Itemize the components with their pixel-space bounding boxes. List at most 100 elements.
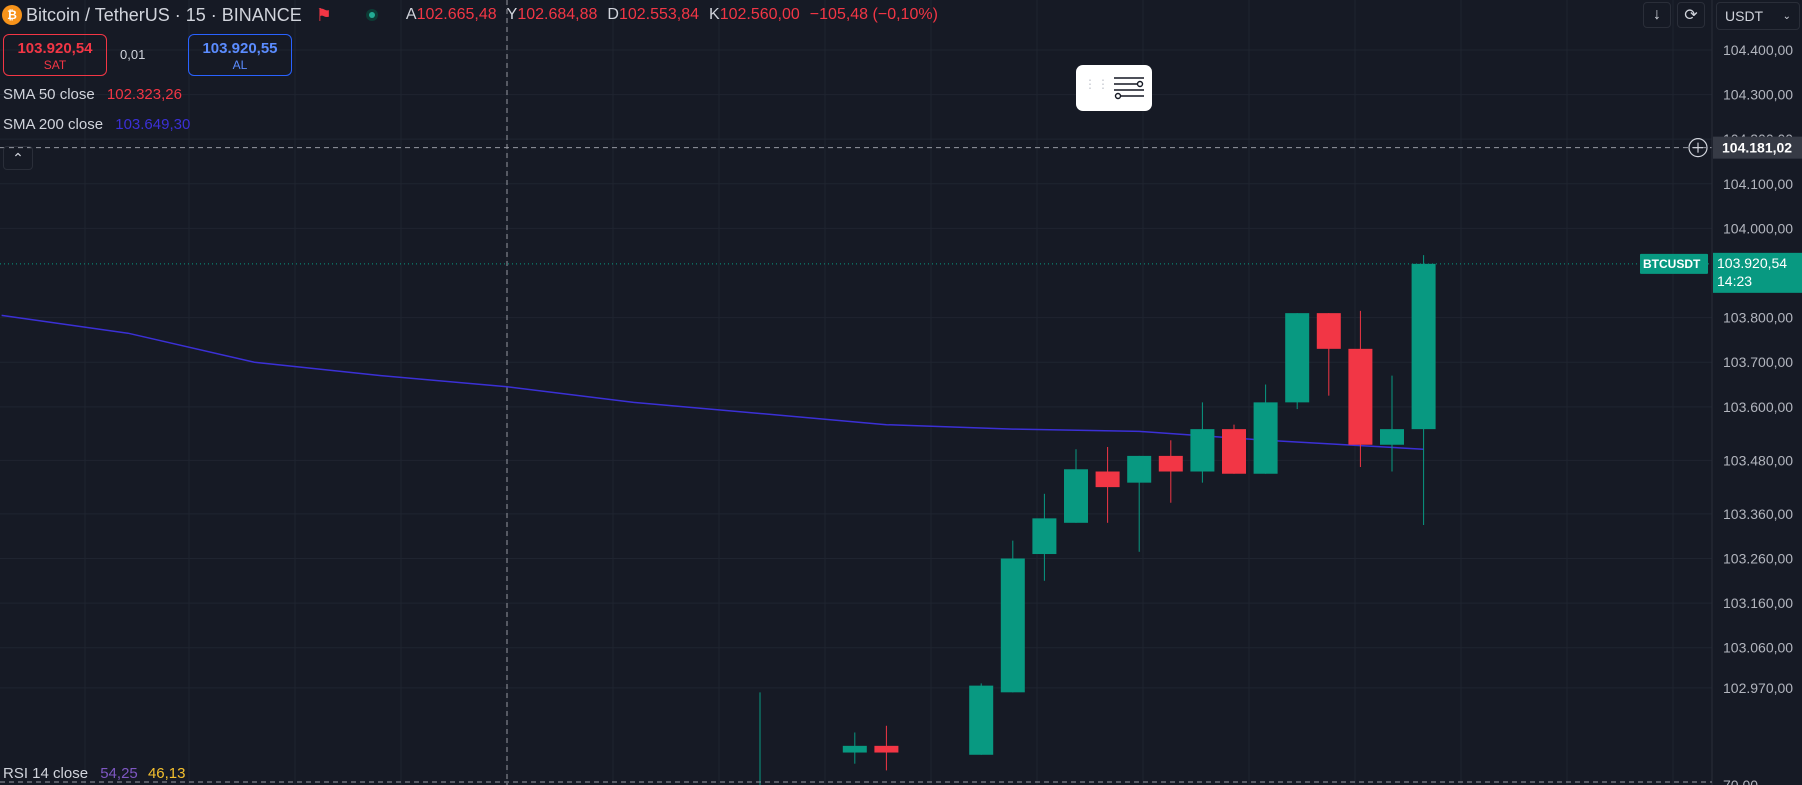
buy-label: AL [232, 58, 248, 72]
candle-body [1316, 313, 1341, 349]
candle-body [842, 745, 867, 753]
ohlc-values: A102.665,48 Y102.684,88 D102.553,84 K102… [396, 6, 938, 24]
add-alert-icon[interactable] [1688, 138, 1708, 158]
candle-body [1411, 263, 1436, 430]
ohlc-low: D102.553,84 [607, 6, 700, 23]
candle-body [1348, 348, 1373, 445]
arrow-down-icon: ↓ [1653, 6, 1661, 23]
sma50-name: SMA 50 close [3, 86, 95, 103]
candle[interactable] [1380, 375, 1404, 472]
price-scale-bg [1713, 0, 1802, 785]
candle[interactable] [748, 692, 772, 785]
candle[interactable] [842, 732, 867, 764]
sell-price: 103.920,54 [17, 40, 93, 57]
last-price-symbol: BTCUSDT [1643, 257, 1701, 271]
candle-body [1253, 402, 1278, 474]
price-tick-label: 104.000,00 [1723, 220, 1793, 236]
price-tick-label: 103.260,00 [1723, 550, 1793, 566]
symbol-title[interactable]: Bitcoin / TetherUS · 15 · BINANCE [26, 4, 302, 25]
rsi-value: 54,25 [100, 765, 138, 782]
sma200-name: SMA 200 close [3, 116, 104, 133]
spread-value: 0,01 [120, 47, 146, 62]
candle-body [1380, 429, 1404, 445]
sma200-line [1, 314, 1424, 450]
price-tick-label: 103.700,00 [1723, 354, 1793, 370]
bitcoin-icon: ₿ [2, 5, 22, 25]
last-price-tag: BTCUSDT 103.920,54 14:23 [1640, 252, 1802, 293]
price-tick-label: 104.100,00 [1723, 176, 1793, 192]
ohlc-high: Y102.684,88 [506, 6, 598, 23]
candle[interactable] [1222, 424, 1246, 474]
market-status-icon[interactable] [365, 9, 378, 21]
sell-button[interactable]: 103.920,54 SAT [3, 34, 107, 76]
download-button[interactable]: ↓ [1643, 2, 1671, 28]
buy-price: 103.920,55 [202, 40, 278, 57]
candle[interactable] [1190, 402, 1215, 483]
candle-body [1222, 429, 1246, 474]
symbol-header: ₿ Bitcoin / TetherUS · 15 · BINANCE ⚑ A1… [0, 0, 938, 30]
sma200-legend[interactable]: SMA 200 close 103.649,30 [3, 116, 190, 133]
candle-body [874, 745, 899, 753]
buy-button[interactable]: 103.920,55 AL [188, 34, 292, 76]
candle-body [1285, 313, 1310, 403]
candle[interactable] [1032, 493, 1057, 581]
candle-body [1032, 518, 1057, 555]
currency-value: USDT [1725, 8, 1764, 24]
candle-body [1158, 455, 1183, 472]
rsi-legend[interactable]: RSI 14 close 54,25 46,13 [3, 765, 185, 782]
price-tick-label: 104.300,00 [1723, 87, 1793, 103]
price-tick-label: 102.970,00 [1723, 680, 1793, 696]
candle[interactable] [1285, 313, 1310, 410]
ohlc-open: A102.665,48 [405, 6, 497, 23]
refresh-icon: ⟳ [1684, 7, 1698, 24]
price-tick-label: 103.360,00 [1723, 506, 1793, 522]
price-axis: 104.400,00104.300,00104.200,00104.100,00… [1723, 42, 1793, 785]
candle-body [1064, 469, 1088, 523]
candle[interactable] [969, 683, 994, 755]
candle[interactable] [1064, 449, 1088, 523]
filter-lines-icon[interactable] [1113, 75, 1145, 101]
candle[interactable] [1411, 255, 1436, 526]
candle[interactable] [1348, 310, 1373, 468]
sma50-legend[interactable]: SMA 50 close 102.323,26 [3, 86, 182, 103]
floating-toolbar-widget[interactable]: ⋮⋮ [1076, 65, 1152, 111]
price-tick-label: 103.600,00 [1723, 399, 1793, 415]
price-tick-label: 103.800,00 [1723, 310, 1793, 326]
rsi-name: RSI 14 close [3, 765, 89, 782]
candle[interactable] [1158, 440, 1183, 503]
price-tick-label: 103.480,00 [1723, 452, 1793, 468]
chevron-down-icon: ⌄ [1782, 10, 1791, 22]
price-tick-label: 104.400,00 [1723, 42, 1793, 58]
ohlc-close: K102.560,00 [709, 6, 800, 23]
crosshair-price-tag[interactable]: 104.181,02 [1688, 136, 1802, 159]
sma50-value: 102.323,26 [106, 86, 182, 103]
flag-icon[interactable]: ⚑ [315, 4, 332, 25]
chart-grid [0, 0, 1712, 785]
candle[interactable] [874, 725, 899, 771]
candles [748, 255, 1436, 785]
bar-countdown: 14:23 [1717, 273, 1752, 289]
rsi-ma-value: 46,13 [147, 765, 186, 782]
candle[interactable] [1316, 313, 1341, 396]
crosshair-price-label: 104.181,02 [1722, 140, 1792, 156]
candle[interactable] [1127, 455, 1152, 552]
candle-body [1190, 429, 1215, 472]
collapse-legend-button[interactable]: ⌃ [3, 146, 33, 170]
sma200-value: 103.649,30 [115, 116, 191, 133]
last-price-label: 103.920,54 [1717, 255, 1787, 271]
currency-select[interactable]: USDT ⌄ [1716, 2, 1800, 30]
candle-body [969, 685, 994, 755]
candle[interactable] [1095, 446, 1120, 523]
fullscreen-button[interactable]: ⟳ [1677, 2, 1705, 28]
sell-label: SAT [43, 58, 67, 72]
price-tick-label: 103.060,00 [1723, 640, 1793, 656]
price-tick-label: 103.160,00 [1723, 595, 1793, 611]
candle[interactable] [1000, 540, 1025, 693]
candle-body [1127, 455, 1152, 483]
rsi-tick-label: 70,00 [1723, 777, 1758, 785]
drag-handle-icon[interactable]: ⋮⋮ [1084, 77, 1110, 91]
candle[interactable] [1253, 384, 1278, 474]
ohlc-change: −105,48 (−0,10%) [809, 6, 938, 23]
candle-body [1095, 471, 1120, 488]
